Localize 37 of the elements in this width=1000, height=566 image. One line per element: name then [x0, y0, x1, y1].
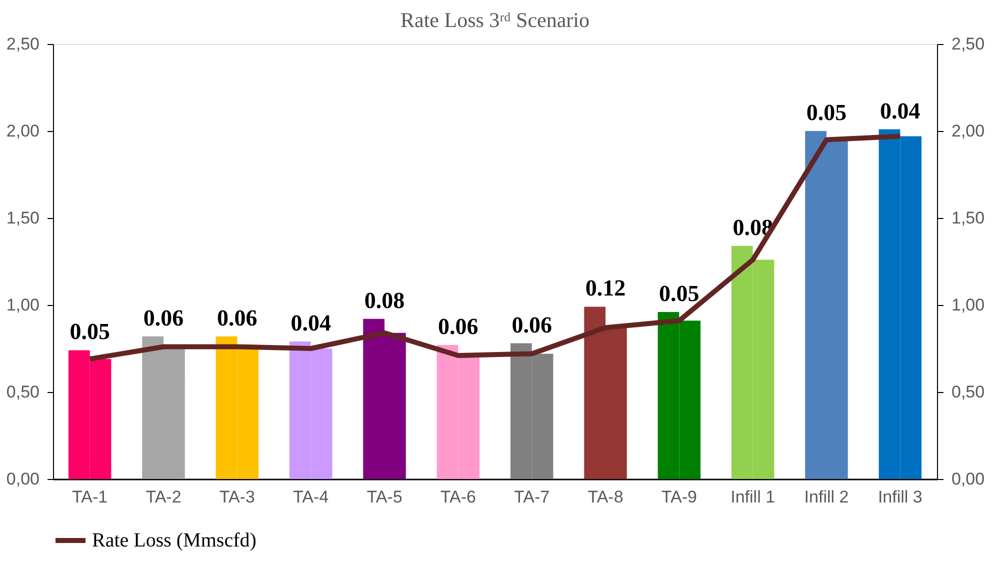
x-tick-label: TA-1	[72, 488, 108, 506]
y-tick-label: 1,00	[6, 296, 40, 314]
x-tick-label: TA-8	[588, 488, 624, 506]
y2-tick-label: 1,50	[952, 208, 985, 228]
y2-tick-label: 1,00	[952, 296, 985, 314]
x-tick-label: Infill 2	[804, 488, 849, 506]
annotation: 0.08	[364, 288, 405, 313]
x-tick-label: TA-2	[146, 488, 182, 506]
y-tick-label: 1,50	[6, 208, 40, 228]
x-tick-label: TA-4	[293, 488, 329, 506]
annotation: 0.05	[806, 100, 847, 125]
x-tick-label: TA-6	[440, 488, 476, 506]
x-tick-label: Infill 1	[730, 488, 776, 506]
legend-label: Rate Loss (Mmscfd)	[92, 530, 256, 552]
annotation: 0.05	[659, 280, 700, 306]
x-tick-label: TA-9	[661, 488, 697, 506]
annotation: 0.12	[585, 276, 626, 301]
y-tick-label: 0,50	[6, 382, 40, 402]
annotation: 0.05	[70, 319, 110, 344]
y2-tick-label: 2,00	[952, 122, 985, 140]
y-tick-label: 2,50	[6, 34, 40, 54]
annotation: 0.04	[290, 310, 332, 336]
x-tick-label: TA-5	[366, 488, 402, 506]
annotation: 0.06	[512, 312, 552, 338]
x-tick-label: TA-7	[514, 488, 550, 506]
y-tick-label: 0,00	[6, 470, 40, 488]
y2-tick-label: 0,50	[952, 382, 985, 402]
y2-tick-label: 0,00	[952, 470, 985, 488]
y-tick-label: 2,00	[6, 122, 40, 140]
y2-tick-label: 2,50	[952, 34, 985, 54]
annotation: 0.06	[143, 305, 184, 330]
annotation: 0.04	[880, 98, 921, 124]
annotation: 0.06	[438, 314, 478, 340]
annotation: 0.06	[217, 305, 258, 330]
chart-title: Rate Loss 3ʳᵈ Scenario	[400, 8, 590, 32]
x-tick-label: TA-3	[219, 488, 255, 506]
x-tick-label: Infill 3	[878, 488, 922, 506]
